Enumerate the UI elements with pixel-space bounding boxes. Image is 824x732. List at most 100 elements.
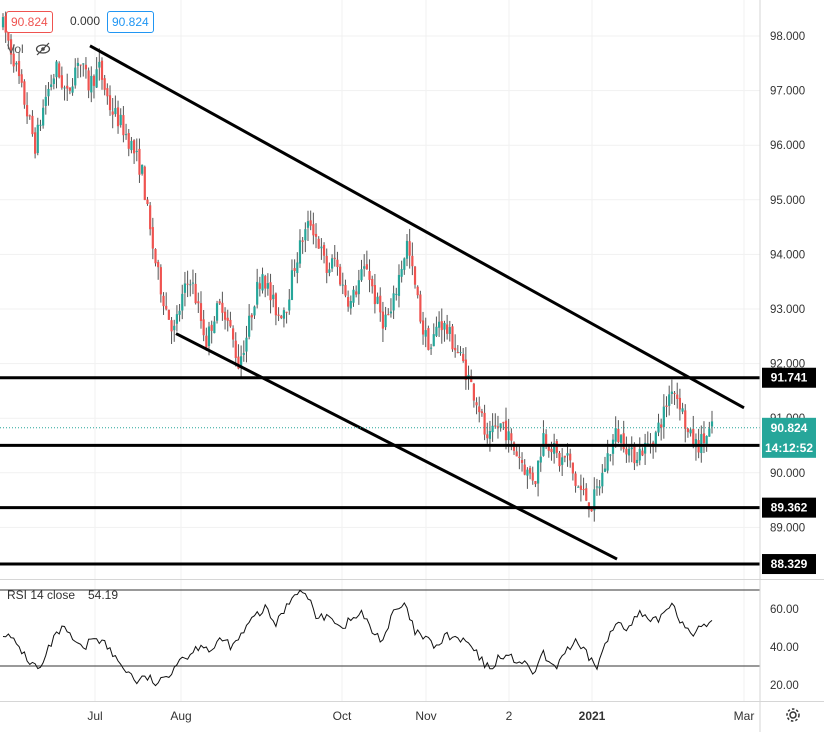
candle-body (405, 240, 409, 259)
candle-body (90, 75, 93, 93)
candle-body (84, 64, 88, 70)
candle-body (710, 421, 714, 427)
candle-body (582, 489, 585, 491)
candle-body (111, 111, 114, 115)
candle-body (689, 429, 692, 434)
settings-gear-icon[interactable] (784, 706, 802, 724)
candle-body (502, 422, 505, 424)
time-tick-label: 2021 (579, 709, 606, 723)
candle-body (429, 347, 433, 349)
candle-body (416, 286, 419, 296)
candle-body (25, 105, 29, 117)
candle-body (454, 347, 457, 351)
candle-body (248, 315, 251, 337)
candle-body (673, 392, 676, 394)
candle-body (339, 266, 342, 285)
candle-body (39, 124, 42, 126)
candle-body (119, 114, 122, 126)
candle-body (213, 321, 216, 334)
candle-body (635, 459, 639, 464)
candle-body (376, 296, 379, 304)
candle-body (325, 255, 328, 273)
candle-body (411, 255, 414, 267)
last-price-tag (762, 417, 816, 458)
candle-body (274, 293, 277, 316)
candle-body (678, 397, 681, 410)
candle-body (475, 402, 478, 406)
price-tick-label: 90.000 (770, 468, 805, 480)
price-tick-label: 92.000 (770, 359, 805, 371)
candle-body (309, 220, 312, 226)
candle-body (531, 472, 534, 481)
candle-body (223, 311, 227, 320)
candle-body (189, 284, 192, 286)
candle-body (558, 452, 561, 467)
candle-body (52, 78, 55, 85)
candle-body (199, 303, 203, 322)
candle-body (44, 96, 47, 106)
candle-body (210, 324, 213, 331)
candle-body (368, 271, 371, 280)
candle-body (108, 95, 112, 111)
candle-body (282, 310, 286, 319)
candle-body (603, 468, 607, 472)
candle-body (496, 426, 500, 429)
candle-body (550, 448, 553, 453)
candle-body (606, 453, 609, 471)
rsi-tick-label: 20.00 (770, 680, 799, 692)
candle-body (491, 425, 494, 433)
candle-body (365, 264, 368, 270)
candle-body (290, 270, 294, 300)
candle-body (694, 439, 698, 448)
candle-body (547, 445, 550, 451)
candle-body (197, 301, 200, 304)
candle-body (314, 233, 318, 237)
candle-body (486, 434, 489, 439)
candle-body (312, 224, 315, 236)
rsi-value: 54.19 (88, 588, 119, 602)
candle-body (106, 88, 109, 97)
candle-body (569, 453, 572, 461)
candle-body (31, 115, 34, 135)
candle-body (446, 324, 449, 334)
candle-body (708, 428, 711, 437)
candle-body (320, 246, 323, 249)
candle-body (630, 447, 633, 450)
candle-body (4, 16, 7, 33)
candle-body (135, 150, 138, 152)
last-price-label: 90.824 (771, 421, 808, 435)
candle-body (392, 293, 395, 311)
candle-body (162, 295, 165, 307)
candle-body (226, 317, 229, 321)
candle-body (23, 81, 26, 105)
candle-body (79, 64, 82, 66)
candle-body (74, 67, 77, 86)
time-tick-label: Mar (734, 709, 755, 723)
candle-body (585, 488, 588, 501)
candle-body (183, 283, 187, 293)
candle-body (253, 306, 256, 316)
settings-gear-icon-graphic (786, 708, 800, 722)
candle-body (400, 269, 403, 277)
candle-body (692, 428, 695, 447)
candle-body (298, 240, 302, 264)
eye-hidden-icon[interactable] (35, 42, 51, 56)
candle-body (205, 335, 208, 348)
candle-body (424, 330, 427, 337)
candle-body (306, 221, 310, 228)
rsi-pane (0, 589, 760, 687)
candle-body (617, 428, 620, 443)
time-tick-label: Aug (170, 709, 191, 723)
candle-body (670, 391, 673, 394)
candle-body (167, 309, 170, 320)
candle-body (587, 502, 591, 510)
price-tick-label: 98.000 (770, 31, 805, 43)
candle-body (280, 315, 283, 319)
candle-body (149, 205, 152, 230)
candle-body (181, 293, 184, 311)
candle-body (116, 107, 120, 127)
candle-body (622, 433, 625, 450)
price-tick-label: 96.000 (770, 140, 805, 152)
candle-body (488, 430, 492, 439)
